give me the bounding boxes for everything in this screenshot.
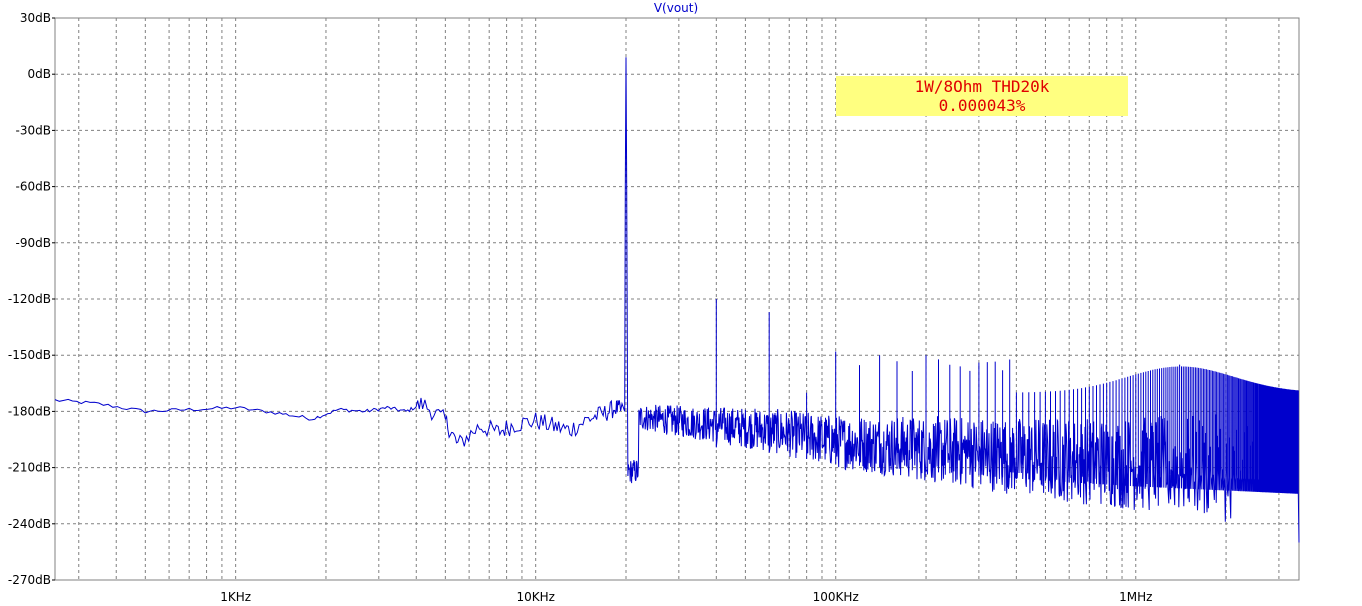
series-trace-vout [54,57,1300,543]
y-tick-label: -240dB [8,517,51,531]
y-tick-label: -30dB [16,123,51,137]
x-tick-label: 1KHz [220,590,251,604]
y-tick-label: -180dB [8,404,51,418]
y-tick-label: 30dB [20,11,51,25]
y-tick-label: -150dB [8,348,51,362]
annotation-line-2: 0.000043% [939,96,1026,115]
annotation-line-1: 1W/8Ohm THD20k [915,77,1050,96]
x-tick-label: 1MHz [1119,590,1152,604]
y-tick-label: -90dB [16,236,51,250]
thd-annotation-box: 1W/8Ohm THD20k 0.000043% [836,76,1128,116]
x-axis-labels: 1KHz 10KHz 100KHz 1MHz [220,590,1152,604]
y-tick-label: -270dB [8,573,51,587]
x-tick-label: 10KHz [516,590,554,604]
y-tick-label: -120dB [8,292,51,306]
y-tick-label: 0dB [28,67,51,81]
y-tick-label: -210dB [8,461,51,475]
chart-title: V(vout) [654,1,698,15]
y-axis-labels: 30dB 0dB -30dB -60dB -90dB -120dB -150dB -180dB… [8,11,55,587]
annotation-background [836,76,1128,116]
y-tick-label: -60dB [16,180,51,194]
x-tick-label: 100KHz [813,590,859,604]
